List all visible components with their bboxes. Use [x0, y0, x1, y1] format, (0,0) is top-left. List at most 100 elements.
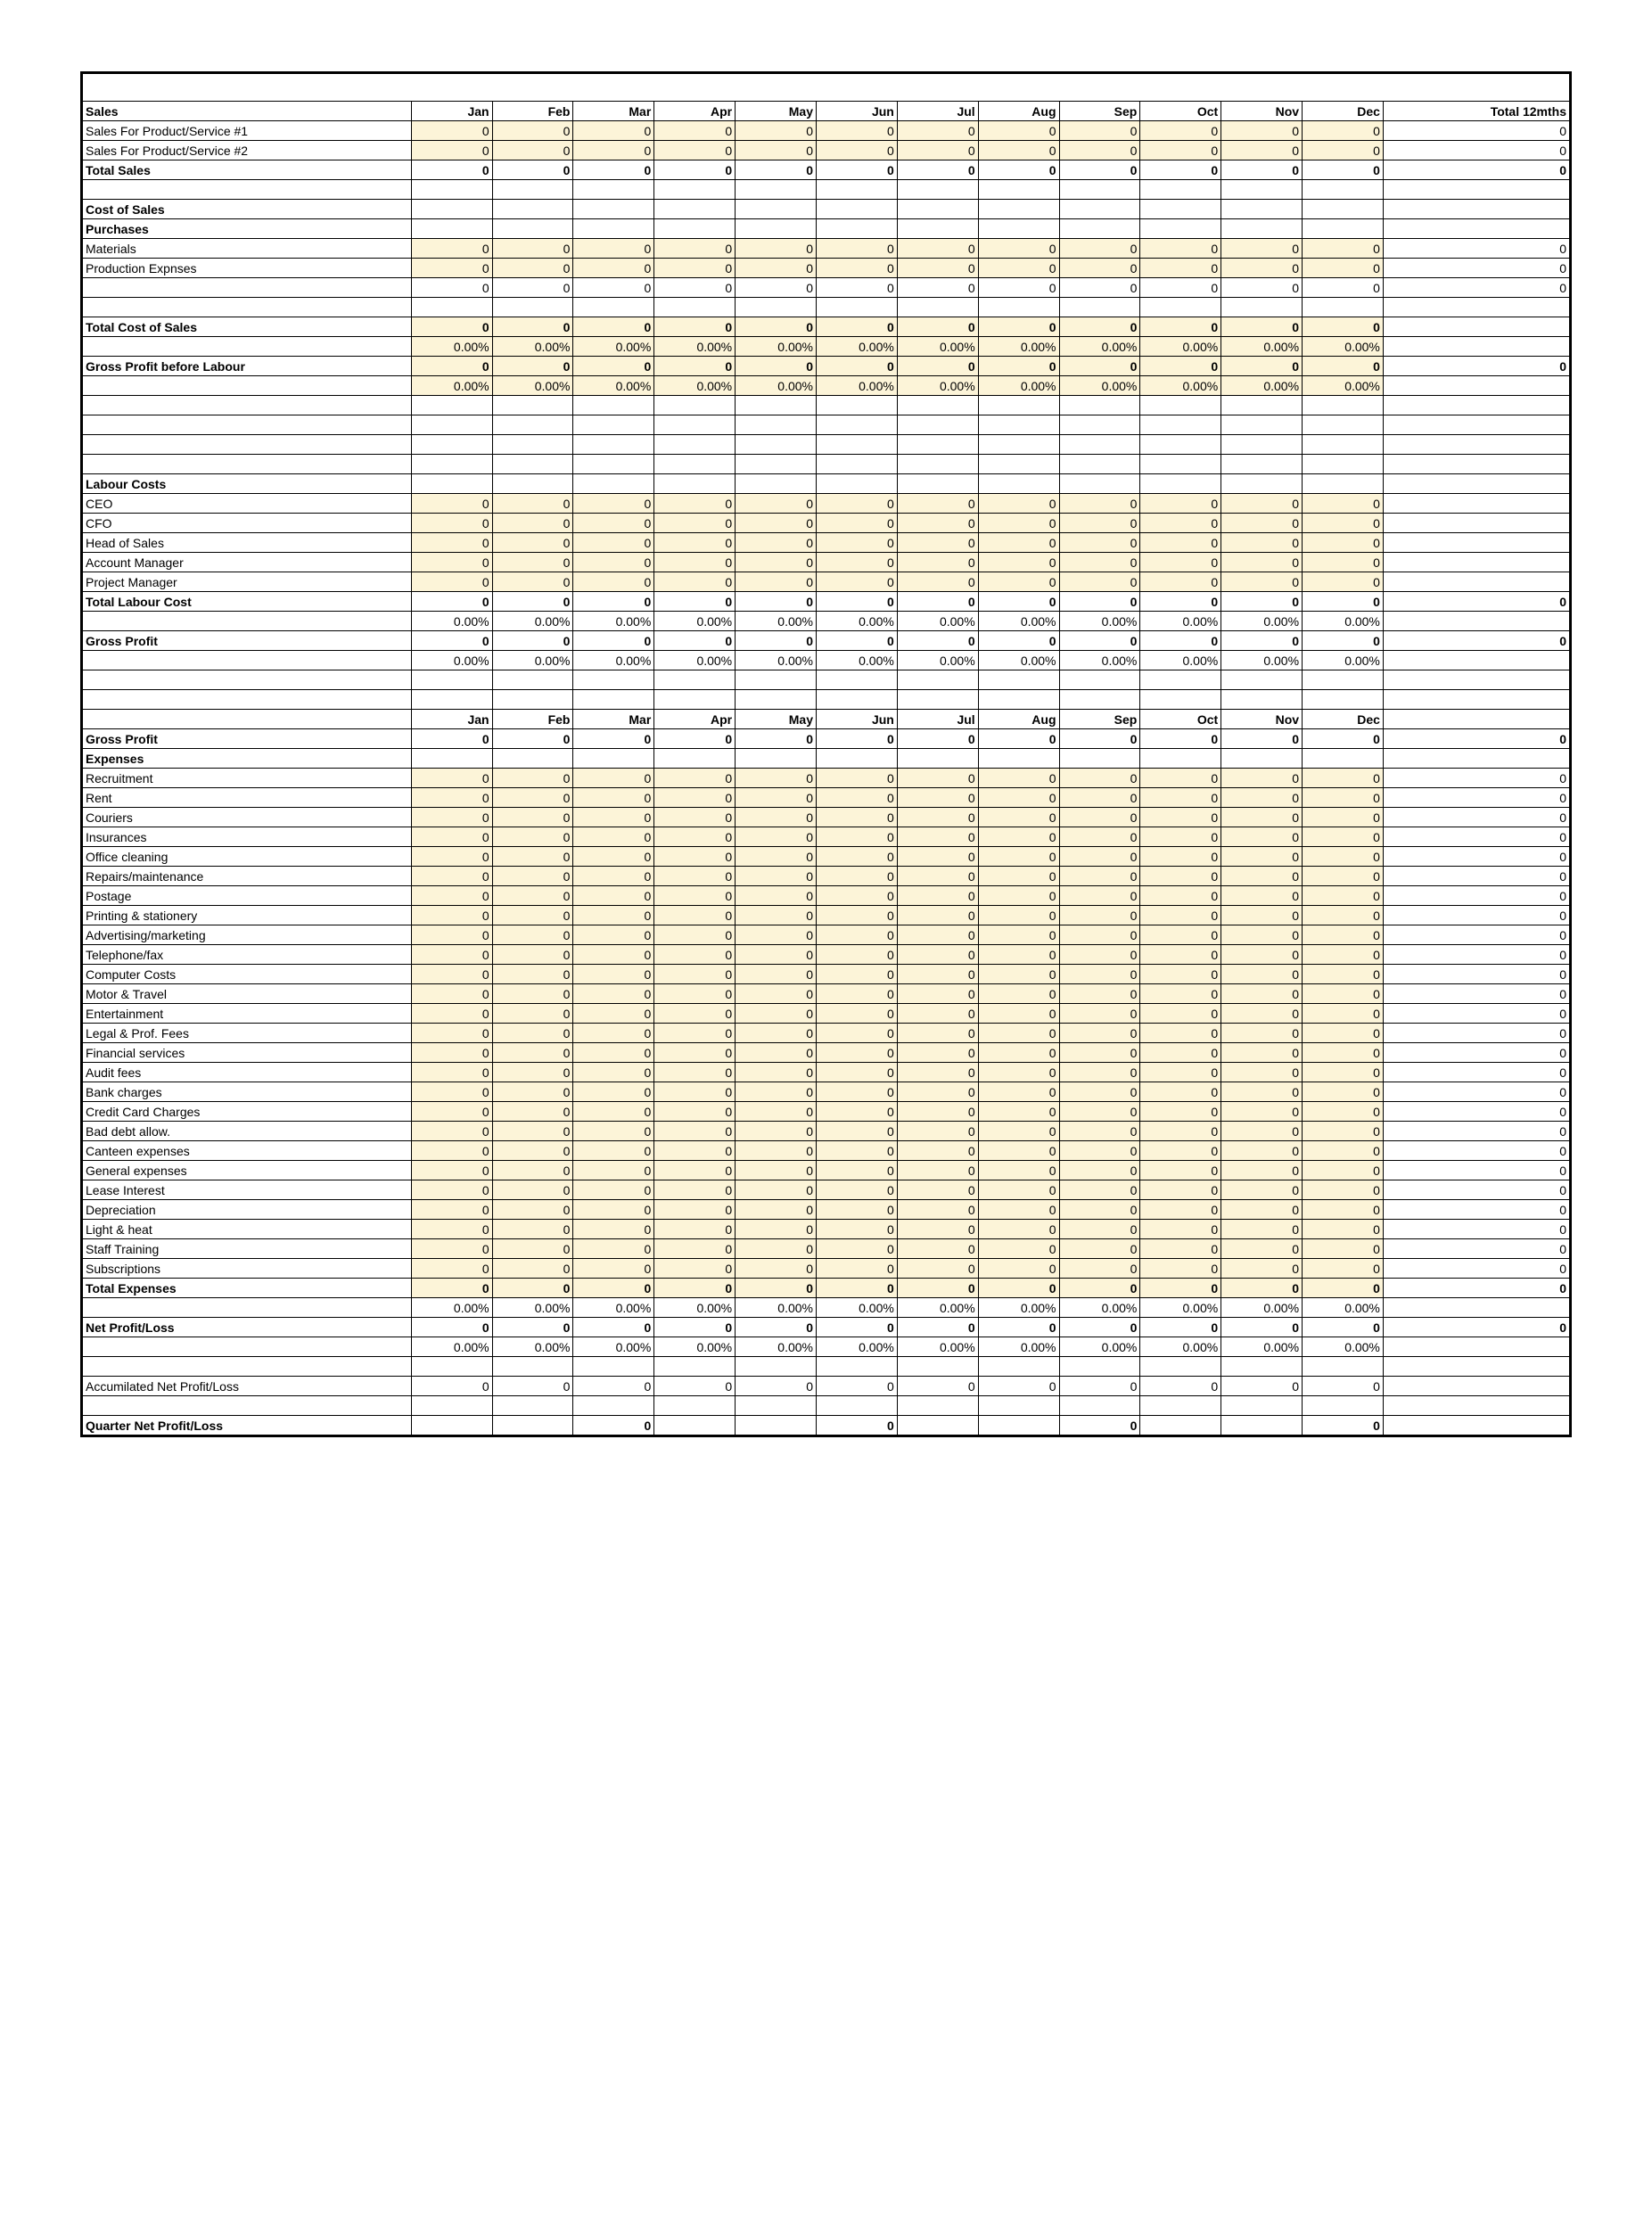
- blank-cell: [654, 180, 736, 200]
- data-cell: 0: [492, 1220, 573, 1239]
- table-row: Total Labour Cost0000000000000: [82, 592, 1571, 612]
- data-cell: 0: [897, 906, 978, 925]
- data-cell: 0: [978, 1279, 1059, 1298]
- pct-cell: 0.00%: [1303, 612, 1384, 631]
- row-label: Lease Interest: [82, 1180, 412, 1200]
- data-cell: 0: [1221, 631, 1303, 651]
- data-cell: 0: [573, 1122, 654, 1141]
- data-cell: 0: [1303, 1024, 1384, 1043]
- pct-cell: 0.00%: [411, 651, 492, 670]
- data-cell: 0: [736, 1082, 817, 1102]
- data-cell: 0: [411, 886, 492, 906]
- month-header: Sep: [1059, 102, 1140, 121]
- quarter-cell: [897, 1416, 978, 1436]
- data-cell: 0: [492, 494, 573, 514]
- data-cell: 0: [573, 631, 654, 651]
- data-cell: 0: [897, 1141, 978, 1161]
- data-cell: 0: [573, 1082, 654, 1102]
- data-cell: 0: [816, 160, 897, 180]
- data-cell: 0: [897, 1004, 978, 1024]
- data-cell: 0: [897, 592, 978, 612]
- blank-cell: [573, 396, 654, 415]
- total-cell: 0: [1383, 1200, 1570, 1220]
- data-cell: 0: [816, 121, 897, 141]
- data-cell: 0: [411, 160, 492, 180]
- data-cell: 0: [736, 514, 817, 533]
- data-cell: 0: [897, 925, 978, 945]
- blank-label: [82, 670, 412, 690]
- blank-cell: [411, 415, 492, 435]
- data-cell: 0: [897, 847, 978, 867]
- blank-cell: [1221, 396, 1303, 415]
- data-cell: 0: [654, 553, 736, 572]
- data-cell: 0: [1221, 533, 1303, 553]
- row-label: Motor & Travel: [82, 984, 412, 1004]
- data-cell: 0: [1140, 533, 1221, 553]
- pct-cell: 0.00%: [573, 1337, 654, 1357]
- table-row: Motor & Travel0000000000000: [82, 984, 1571, 1004]
- blank-cell: [736, 1396, 817, 1416]
- table-row: Head of Sales000000000000: [82, 533, 1571, 553]
- section-cell: [1221, 474, 1303, 494]
- data-cell: 0: [1221, 1200, 1303, 1220]
- data-cell: 0: [1303, 572, 1384, 592]
- row-label: Entertainment: [82, 1004, 412, 1024]
- blank-cell: [1140, 690, 1221, 710]
- data-cell: 0: [654, 965, 736, 984]
- table-row: Postage0000000000000: [82, 886, 1571, 906]
- section-cell: [897, 200, 978, 219]
- data-cell: 0: [1140, 1318, 1221, 1337]
- row-label: CEO: [82, 494, 412, 514]
- pct-cell: 0.00%: [897, 337, 978, 357]
- data-cell: 0: [492, 1122, 573, 1141]
- table-row: Quarter Net Profit/Loss0000: [82, 1416, 1571, 1436]
- data-cell: 0: [654, 160, 736, 180]
- table-row: Gross Profit before Labour0000000000000: [82, 357, 1571, 376]
- total-cell: 0: [1383, 984, 1570, 1004]
- blank-cell: [1303, 1396, 1384, 1416]
- data-cell: 0: [573, 1318, 654, 1337]
- table-row: [82, 396, 1571, 415]
- table-row: Computer Costs0000000000000: [82, 965, 1571, 984]
- pct-cell: 0.00%: [897, 651, 978, 670]
- data-cell: 0: [1059, 1377, 1140, 1396]
- blank-total: [1383, 455, 1570, 474]
- data-cell: 0: [1221, 1279, 1303, 1298]
- month-header: Jul: [897, 710, 978, 729]
- data-cell: 0: [411, 494, 492, 514]
- blank-cell: [816, 1396, 897, 1416]
- pct-cell: 0.00%: [1059, 337, 1140, 357]
- data-cell: 0: [1059, 827, 1140, 847]
- blank-cell: [654, 455, 736, 474]
- data-cell: 0: [492, 572, 573, 592]
- table-row: [82, 180, 1571, 200]
- table-row: Legal & Prof. Fees0000000000000: [82, 1024, 1571, 1043]
- row-label: Sales For Product/Service #1: [82, 121, 412, 141]
- month-header: Aug: [978, 710, 1059, 729]
- data-cell: 0: [816, 769, 897, 788]
- data-cell: 0: [1303, 1004, 1384, 1024]
- data-cell: 0: [573, 906, 654, 925]
- data-cell: 0: [654, 1180, 736, 1200]
- pct-cell: 0.00%: [411, 1298, 492, 1318]
- pct-cell: 0.00%: [1059, 651, 1140, 670]
- data-cell: 0: [573, 317, 654, 337]
- pct-cell: 0.00%: [736, 376, 817, 396]
- data-cell: 0: [411, 808, 492, 827]
- pct-cell: 0.00%: [573, 1298, 654, 1318]
- data-cell: 0: [1059, 906, 1140, 925]
- blank-cell: [573, 690, 654, 710]
- blank-cell: [573, 415, 654, 435]
- blank-cell: [897, 670, 978, 690]
- pct-label: [82, 1337, 412, 1357]
- data-cell: 0: [816, 278, 897, 298]
- blank-cell: [411, 180, 492, 200]
- pct-label: [82, 376, 412, 396]
- data-cell: 0: [492, 357, 573, 376]
- data-cell: 0: [573, 357, 654, 376]
- data-cell: 0: [654, 867, 736, 886]
- blank-cell: [978, 180, 1059, 200]
- row-label: Total Labour Cost: [82, 592, 412, 612]
- month-header: Oct: [1140, 710, 1221, 729]
- blank-cell: [573, 435, 654, 455]
